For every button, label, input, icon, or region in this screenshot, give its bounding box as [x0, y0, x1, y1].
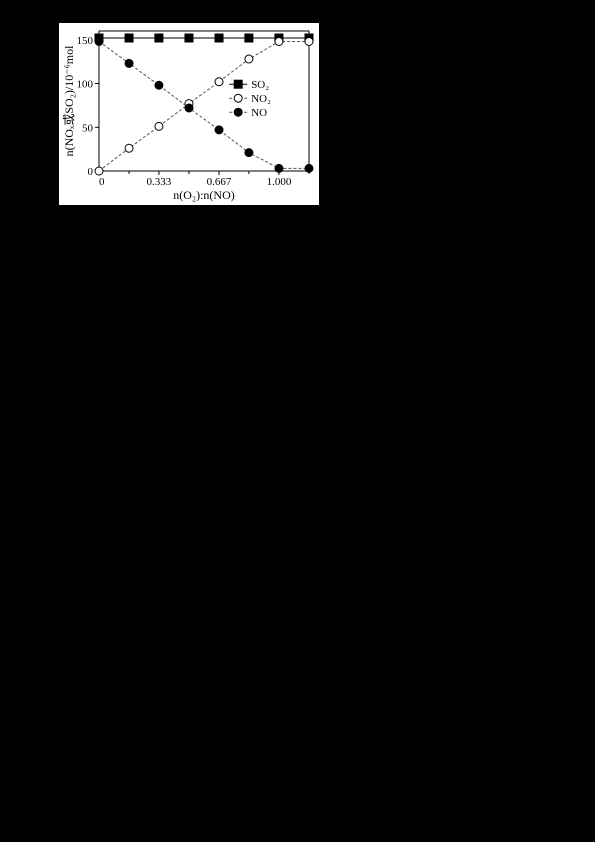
x-axis-label: n(O₂):n(NO) — [173, 188, 235, 202]
y-tick-label: 0 — [88, 166, 94, 178]
marker-circle-filled — [215, 126, 223, 134]
x-tick-label: 1.000 — [267, 176, 292, 188]
marker-circle-hollow — [275, 38, 283, 46]
marker-circle-hollow — [234, 94, 242, 102]
legend-label: SO₂ — [251, 79, 269, 91]
marker-square — [125, 34, 133, 42]
marker-circle-hollow — [155, 122, 163, 130]
marker-circle-filled — [95, 38, 103, 46]
marker-circle-hollow — [305, 38, 313, 46]
chart-container: 0 50 100 150 0 0.333 0.667 1.000 n(O₂):n(NO) n(NO… — [58, 22, 320, 206]
marker-square — [215, 34, 223, 42]
marker-circle-filled — [305, 164, 313, 172]
legend-label: NO — [251, 107, 267, 119]
marker-circle-filled — [185, 104, 193, 112]
y-tick-label: 100 — [77, 79, 94, 91]
marker-circle-filled — [275, 164, 283, 172]
marker-circle-hollow — [95, 167, 103, 175]
marker-square — [245, 34, 253, 42]
page: { "chart": { "type": "line-scatter", "ba… — [0, 0, 595, 842]
y-tick-label: 150 — [77, 35, 94, 47]
marker-circle-filled — [245, 149, 253, 157]
chart-svg: 0 50 100 150 0 0.333 0.667 1.000 n(O₂):n(NO) n(NO… — [59, 23, 319, 205]
marker-square — [185, 34, 193, 42]
marker-circle-hollow — [125, 144, 133, 152]
y-axis-label: n(NOₓ或SO₂)/10⁻⁶mol — [62, 45, 76, 157]
x-tick-label: 0 — [99, 176, 105, 188]
y-tick-label: 50 — [82, 122, 94, 134]
marker-square — [234, 80, 242, 88]
marker-circle-hollow — [245, 55, 253, 63]
marker-circle-filled — [125, 59, 133, 67]
x-tick-label: 0.667 — [207, 176, 232, 188]
marker-circle-filled — [155, 81, 163, 89]
x-tick-label: 0.333 — [147, 176, 172, 188]
marker-square — [155, 34, 163, 42]
marker-circle-filled — [234, 108, 242, 116]
marker-circle-hollow — [215, 78, 223, 86]
legend-label: NO₂ — [251, 93, 271, 105]
